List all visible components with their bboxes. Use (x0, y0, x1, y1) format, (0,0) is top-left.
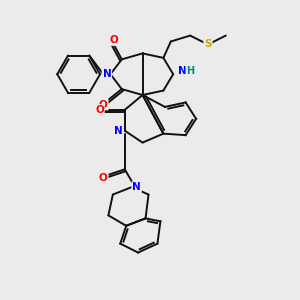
Text: S: S (204, 40, 212, 50)
Text: N: N (114, 126, 123, 136)
Text: N: N (132, 182, 141, 192)
Text: O: O (99, 173, 108, 183)
Text: O: O (110, 35, 118, 45)
Text: H: H (186, 66, 194, 76)
Text: O: O (99, 100, 108, 110)
Text: N: N (103, 69, 111, 79)
Text: O: O (95, 105, 104, 115)
Text: N: N (178, 66, 187, 76)
